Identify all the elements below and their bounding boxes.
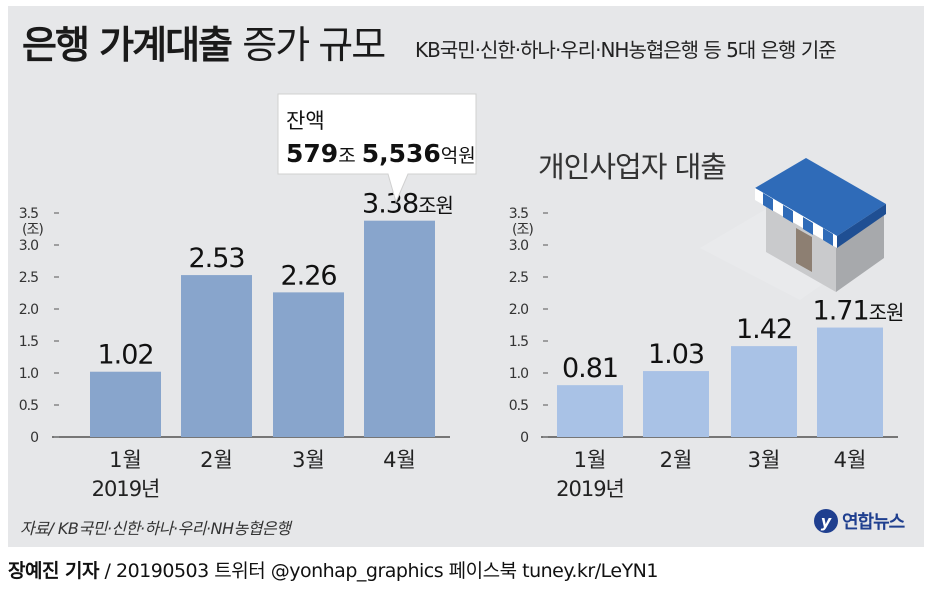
- left-bar-1: [90, 371, 161, 437]
- title-bold: 은행 가계대출: [22, 23, 233, 67]
- right-category-label-4: 4월: [834, 448, 867, 472]
- left-value-label-4: 3.38조원: [362, 189, 453, 220]
- balance-callout: 잔액 579조 5,536억원: [277, 93, 477, 204]
- left-ytick-label: 3.0: [19, 238, 38, 254]
- callout-big2: 5,536: [362, 139, 441, 168]
- left-category-label-3: 3월: [292, 448, 325, 472]
- right-value-label-3: 1.42: [736, 314, 792, 345]
- left-ytick-label: 0.5: [19, 398, 38, 414]
- right-ytick-label: 3.5: [509, 206, 528, 222]
- right-ytick-label: 3.0: [509, 238, 528, 254]
- left-bar-4: [364, 220, 435, 437]
- left-ytick-label: 3.5: [19, 206, 38, 222]
- left-value-label-3: 2.26: [280, 260, 336, 291]
- right-ytick-label: 2.5: [509, 270, 528, 286]
- right-category-label-1: 1월: [574, 448, 607, 472]
- callout-box: [277, 93, 477, 204]
- left-ytick-label: 1.0: [19, 366, 38, 382]
- left-bar-3: [273, 292, 344, 437]
- right-year-label: 2019년: [556, 477, 624, 501]
- right-bar-3: [731, 346, 797, 437]
- left-bar-2: [181, 275, 252, 437]
- title-light: 증가 규모: [242, 23, 386, 67]
- left-ytick-label: 1.5: [19, 334, 38, 350]
- left-value-label-1: 1.02: [97, 340, 153, 371]
- right-ytick-label: 0: [520, 430, 528, 446]
- right-bar-chart: 0 0.5 1.0 1.5 2.0 2.5 3.0 3.5(조) 0.81 1월 2019년 1.03…: [509, 206, 905, 501]
- right-chart-title: 개인사업자 대출: [538, 150, 726, 184]
- right-unit-suffix: 조원: [869, 301, 904, 325]
- subtitle: KB국민·신한·하나·우리·NH농협은행 등 5대 은행 기준: [415, 38, 837, 62]
- left-unit-suffix: 조원: [418, 194, 453, 218]
- page-title: 은행 가계대출 증가 규모: [22, 14, 386, 69]
- right-value-label-1: 0.81: [562, 353, 618, 384]
- left-year-label: 2019년: [92, 477, 160, 501]
- left-ytick-label: 0: [30, 430, 38, 446]
- left-category-label-4: 4월: [383, 448, 416, 472]
- left-ytick-label: 2.5: [19, 270, 38, 286]
- right-yunit-label: (조): [512, 222, 533, 238]
- left-category-label-1: 1월: [109, 448, 142, 472]
- callout-small2: 억원: [441, 145, 476, 167]
- yonhap-logo: y 연합뉴스: [814, 508, 905, 534]
- right-ytick-label: 1.0: [509, 366, 528, 382]
- left-bar-chart: 0 0.5 1.0 1.5 2.0 2.5 3.0 3.5(조) 1.02 1월 2019년 2.53…: [19, 189, 454, 501]
- right-category-label-2: 2월: [660, 448, 693, 472]
- right-ytick-label: 2.0: [509, 302, 528, 318]
- callout-big1: 579: [286, 139, 338, 168]
- footer-credit: 장예진 기자 / 20190503 트위터 @yonhap_graphics 페…: [8, 556, 658, 583]
- source-note: 자료/ KB국민·신한·하나·우리·NH농협은행: [20, 519, 291, 538]
- right-value-label-4: 1.71조원: [813, 296, 904, 327]
- callout-small1: 조: [338, 145, 362, 167]
- left-category-label-2: 2월: [200, 448, 233, 472]
- right-value-label-2: 1.03: [648, 339, 704, 370]
- callout-label: 잔액: [286, 109, 325, 133]
- right-bar-1: [557, 385, 623, 437]
- footer-author: 장예진 기자: [8, 560, 100, 582]
- right-bar-4: [817, 327, 883, 437]
- left-yunit-label: (조): [22, 222, 43, 238]
- left-value-label-2: 2.53: [188, 243, 244, 274]
- callout-value: 579조 5,536억원: [286, 139, 476, 168]
- right-ytick-label: 0.5: [509, 398, 528, 414]
- right-category-label-3: 3월: [748, 448, 781, 472]
- logo-name: 연합뉴스: [842, 512, 905, 533]
- logo-mark-icon: y: [814, 509, 838, 533]
- footer-info: / 20190503 트위터 @yonhap_graphics 페이스북 tun…: [99, 560, 659, 582]
- right-ytick-label: 1.5: [509, 334, 528, 350]
- left-ytick-label: 2.0: [19, 302, 38, 318]
- right-bar-2: [643, 371, 709, 437]
- store-icon: [700, 158, 886, 300]
